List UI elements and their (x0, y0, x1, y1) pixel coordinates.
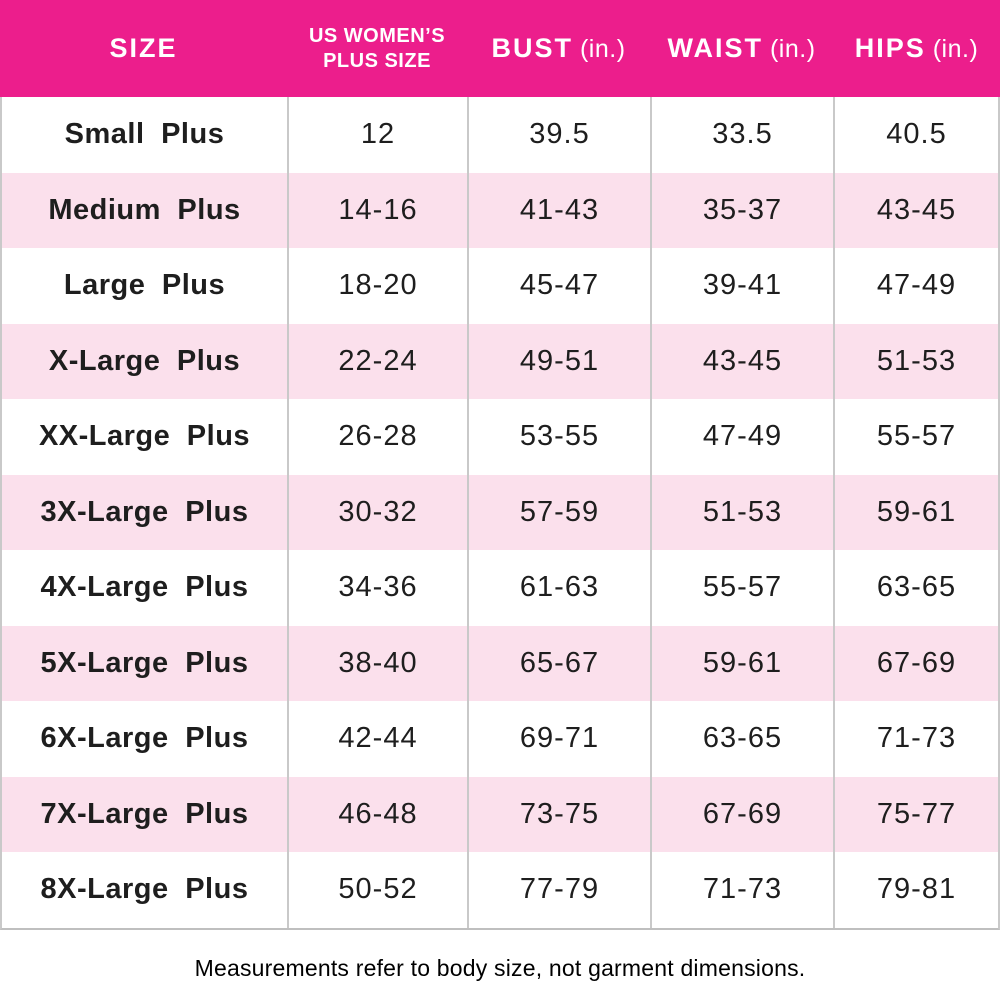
plus-size-cell: 14-16 (287, 172, 467, 248)
header-size-label: SIZE (109, 33, 178, 63)
waist-cell: 39-41 (650, 248, 833, 324)
header-bust: BUST (in.) (467, 33, 650, 64)
waist-cell: 67-69 (650, 776, 833, 852)
header-waist: WAIST (in.) (650, 33, 833, 64)
size-cell: 7X-Large Plus (40, 797, 249, 830)
table-row: Large Plus 18-20 45-47 39-41 47-49 (2, 248, 998, 324)
header-waist-label: WAIST (667, 33, 763, 63)
size-cell: 8X-Large Plus (40, 873, 249, 906)
table-body: Small Plus 12 39.5 33.5 40.5 Medium Plus 14-16… (0, 97, 1000, 930)
header-plus-size: US WOMEN’S PLUS SIZE (287, 24, 467, 73)
plus-size-cell: 12 (287, 97, 467, 173)
hips-cell: 63-65 (833, 550, 998, 626)
bust-cell: 57-59 (467, 474, 650, 550)
header-size: SIZE (0, 33, 287, 64)
plus-size-cell: 34-36 (287, 550, 467, 626)
table-row: 6X-Large Plus 42-44 69-71 63-65 71-73 (2, 701, 998, 777)
table-row: X-Large Plus 22-24 49-51 43-45 51-53 (2, 323, 998, 399)
waist-cell: 71-73 (650, 852, 833, 928)
table-row: 3X-Large Plus 30-32 57-59 51-53 59-61 (2, 474, 998, 550)
plus-size-cell: 18-20 (287, 248, 467, 324)
size-cell: XX-Large Plus (38, 420, 251, 453)
hips-cell: 55-57 (833, 399, 998, 475)
header-bust-label: BUST (491, 33, 573, 63)
hips-cell: 51-53 (833, 323, 998, 399)
table-row: 7X-Large Plus 46-48 73-75 67-69 75-77 (2, 776, 998, 852)
waist-cell: 43-45 (650, 323, 833, 399)
footnote: Measurements refer to body size, not gar… (194, 954, 806, 981)
bust-cell: 77-79 (467, 852, 650, 928)
bust-cell: 41-43 (467, 172, 650, 248)
bust-cell: 53-55 (467, 399, 650, 475)
plus-size-cell: 30-32 (287, 474, 467, 550)
plus-size-cell: 42-44 (287, 701, 467, 777)
hips-cell: 59-61 (833, 474, 998, 550)
hips-cell: 79-81 (833, 852, 998, 928)
size-cell: 3X-Large Plus (40, 495, 249, 528)
hips-cell: 67-69 (833, 625, 998, 701)
bust-cell: 65-67 (467, 625, 650, 701)
header-plus-size-label: US WOMEN’S PLUS SIZE (308, 25, 446, 72)
hips-cell: 47-49 (833, 248, 998, 324)
waist-cell: 35-37 (650, 172, 833, 248)
size-cell: Large Plus (63, 269, 226, 302)
hips-cell: 75-77 (833, 776, 998, 852)
table-row: 4X-Large Plus 34-36 61-63 55-57 63-65 (2, 550, 998, 626)
waist-cell: 55-57 (650, 550, 833, 626)
size-cell: 5X-Large Plus (40, 646, 249, 679)
bust-cell: 69-71 (467, 701, 650, 777)
size-cell: 4X-Large Plus (40, 571, 249, 604)
size-cell: X-Large Plus (48, 344, 241, 377)
plus-size-cell: 22-24 (287, 323, 467, 399)
bust-cell: 39.5 (467, 97, 650, 173)
waist-cell: 59-61 (650, 625, 833, 701)
table-row: 5X-Large Plus 38-40 65-67 59-61 67-69 (2, 625, 998, 701)
table-row: Small Plus 12 39.5 33.5 40.5 (2, 97, 998, 173)
plus-size-cell: 26-28 (287, 399, 467, 475)
table-row: XX-Large Plus 26-28 53-55 47-49 55-57 (2, 399, 998, 475)
plus-size-cell: 38-40 (287, 625, 467, 701)
table-row: Medium Plus 14-16 41-43 35-37 43-45 (2, 172, 998, 248)
size-cell: Small Plus (64, 118, 225, 151)
header-hips-label: HIPS (854, 33, 926, 63)
size-cell: Medium Plus (48, 193, 241, 226)
bust-cell: 49-51 (467, 323, 650, 399)
table-header: SIZE US WOMEN’S PLUS SIZE BUST (in.) WAIS… (0, 0, 1000, 97)
size-cell: 6X-Large Plus (40, 722, 249, 755)
header-hips-unit: (in.) (932, 35, 979, 63)
table-row: 8X-Large Plus 50-52 77-79 71-73 79-81 (2, 852, 998, 928)
waist-cell: 47-49 (650, 399, 833, 475)
bust-cell: 61-63 (467, 550, 650, 626)
waist-cell: 63-65 (650, 701, 833, 777)
hips-cell: 40.5 (833, 97, 998, 173)
bust-cell: 73-75 (467, 776, 650, 852)
plus-size-cell: 46-48 (287, 776, 467, 852)
bust-cell: 45-47 (467, 248, 650, 324)
hips-cell: 71-73 (833, 701, 998, 777)
hips-cell: 43-45 (833, 172, 998, 248)
header-bust-unit: (in.) (579, 35, 626, 63)
plus-size-cell: 50-52 (287, 852, 467, 928)
header-waist-unit: (in.) (769, 35, 816, 63)
header-hips: HIPS (in.) (833, 33, 1000, 64)
waist-cell: 33.5 (650, 97, 833, 173)
waist-cell: 51-53 (650, 474, 833, 550)
